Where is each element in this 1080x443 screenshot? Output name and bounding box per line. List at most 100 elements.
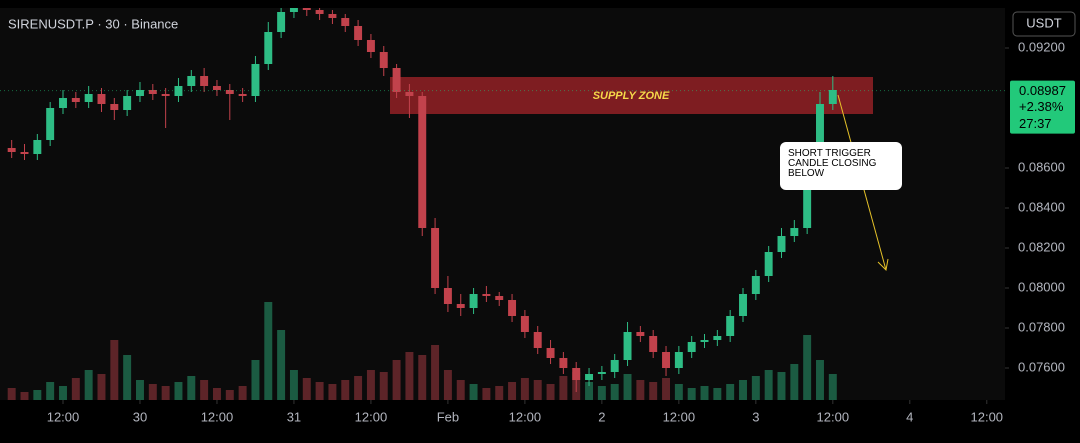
volume-bar [289,370,298,400]
volume-bar [379,372,388,400]
x-tick-label: 31 [287,409,301,424]
candle-body [212,86,221,90]
candle-body [816,104,824,168]
candle-body [610,360,619,372]
candle-body [674,352,683,368]
candle-body [187,76,196,86]
volume-bar [649,382,658,400]
volume-bar [84,370,93,400]
volume-bar [33,390,42,400]
volume-bar [816,360,824,400]
volume-bar [46,382,55,400]
volume-bar [700,386,709,400]
volume-bar [238,386,247,400]
volume-bar [136,380,144,400]
candle-body [508,300,517,316]
x-tick-label: 12:00 [355,409,388,424]
y-tick-label: 0.07600 [1018,359,1065,374]
volume-bar [187,376,196,400]
candle-body [559,358,568,368]
volume-bar [482,388,491,400]
volume-bar [418,355,427,400]
volume-bar [366,370,375,400]
candle-body [33,140,42,154]
candle-body [623,332,632,360]
x-tick-label: 12:00 [817,409,850,424]
volume-bar [7,388,16,400]
candle-body [790,228,799,236]
candle-body [726,316,735,336]
volume-bar [828,374,837,400]
candle-body [315,10,324,14]
candle-body [585,374,594,380]
volume-bar [636,380,645,400]
volume-bar [687,388,696,400]
candle-body [636,332,645,336]
candle-body [328,14,337,18]
currency-button[interactable] [1012,11,1076,37]
candle-layer [7,8,837,392]
volume-bar [777,372,786,400]
volume-bar [148,384,157,400]
x-tick-label: 12:00 [201,409,234,424]
candle-body [110,104,119,110]
volume-bar [405,352,414,400]
candle-body [84,94,93,102]
candle-body [482,294,491,296]
candle-body [456,304,465,308]
candle-body [597,372,606,374]
countdown: 27:37 [1019,116,1052,131]
annotation-text: SHORT TRIGGER CANDLE CLOSING BELOW [788,149,877,179]
volume-bar [674,384,683,400]
volume-bar [546,384,555,400]
volume-bar [123,355,132,400]
y-tick-label: 0.08000 [1018,279,1065,294]
currency[interactable]: USDT [1026,15,1061,30]
volume-bar [328,384,337,400]
candle-body [46,108,55,140]
volume-bar [662,378,670,400]
candle-body [366,40,375,52]
candle-body [649,336,658,352]
candle-body [443,288,452,304]
last-price-box [1010,80,1075,134]
candle-body [764,252,773,276]
volume-bar [508,382,517,400]
volume-bar [161,386,170,400]
volume-bar [251,360,260,400]
candle-body [354,26,363,40]
volume-bar [559,376,568,400]
arrow-head [877,258,889,272]
candle-body [238,94,247,96]
y-tick-label: 0.09200 [1018,39,1065,54]
volume-bar [520,378,529,400]
volume-bar [59,386,67,400]
chart-title: SIRENUSDT.P · 30 · Binance [8,16,178,31]
volume-bar [713,388,722,400]
supply-zone [390,77,873,114]
volume-bar [20,392,29,400]
volume-bar [225,390,234,400]
y-tick-label: 0.08400 [1018,199,1065,214]
candle-body [546,348,555,358]
x-tick-label: 4 [906,409,913,424]
candle-body [59,98,67,108]
annotation-box [780,142,902,190]
y-tick-label: 0.08200 [1018,239,1065,254]
volume-bar [110,340,119,400]
volume-bar [597,386,606,400]
candle-body [123,96,132,110]
volume-bar [302,378,311,400]
candle-body [251,64,260,96]
x-tick-label: 30 [133,409,147,424]
volume-bar [623,374,632,400]
annotation: SHORT TRIGGER CANDLE CLOSING BELOW [788,149,877,179]
candle-body [739,294,747,316]
x-tick-label: 12:00 [971,409,1004,424]
x-tick-label: 2 [598,409,605,424]
candle-body [828,90,837,104]
volume-bar [790,364,799,400]
last-price: 0.08987 [1019,83,1066,98]
candle-body [803,168,812,228]
